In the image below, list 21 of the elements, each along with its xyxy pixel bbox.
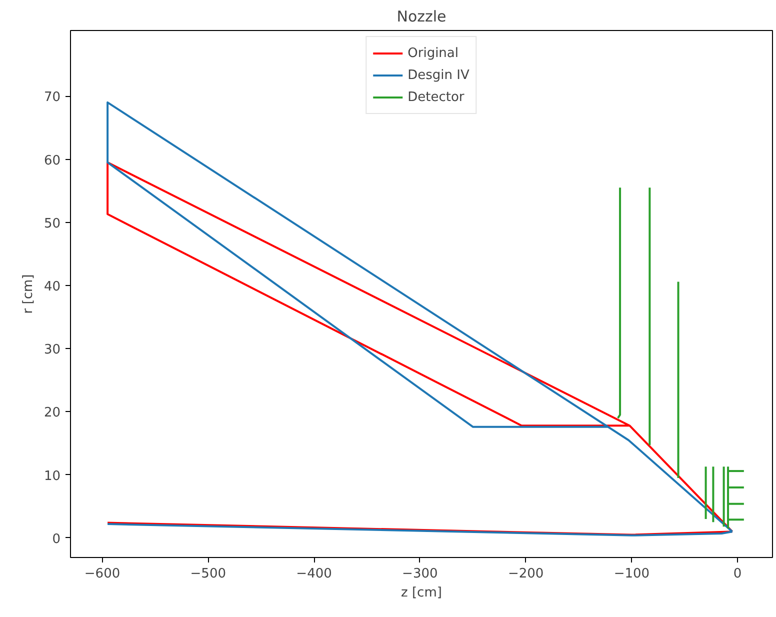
x-tick-label: 0 xyxy=(733,566,742,582)
chart-title: Nozzle xyxy=(396,8,446,26)
x-tick-label: −400 xyxy=(296,566,332,582)
y-tick-label: 70 xyxy=(44,90,61,106)
legend-label: Detector xyxy=(408,90,464,104)
y-tick-label: 40 xyxy=(44,279,61,294)
y-tick-label: 60 xyxy=(44,153,61,168)
x-tick-label: −100 xyxy=(614,566,650,582)
y-tick-label: 0 xyxy=(52,532,61,547)
y-tick-label: 50 xyxy=(44,216,61,232)
legend-label: Original xyxy=(408,46,458,60)
y-tick-label: 30 xyxy=(44,342,61,358)
x-tick-label: −200 xyxy=(508,566,544,582)
legend-label: Desgin IV xyxy=(408,68,470,82)
y-tick-label: 20 xyxy=(44,406,61,421)
x-tick-label: −600 xyxy=(84,566,120,582)
x-axis-title: z [cm] xyxy=(401,586,442,600)
y-tick-label: 10 xyxy=(44,468,61,484)
x-tick-label: −500 xyxy=(190,566,226,582)
x-tick-label: −300 xyxy=(402,566,438,582)
y-axis-title: r [cm] xyxy=(20,274,36,314)
